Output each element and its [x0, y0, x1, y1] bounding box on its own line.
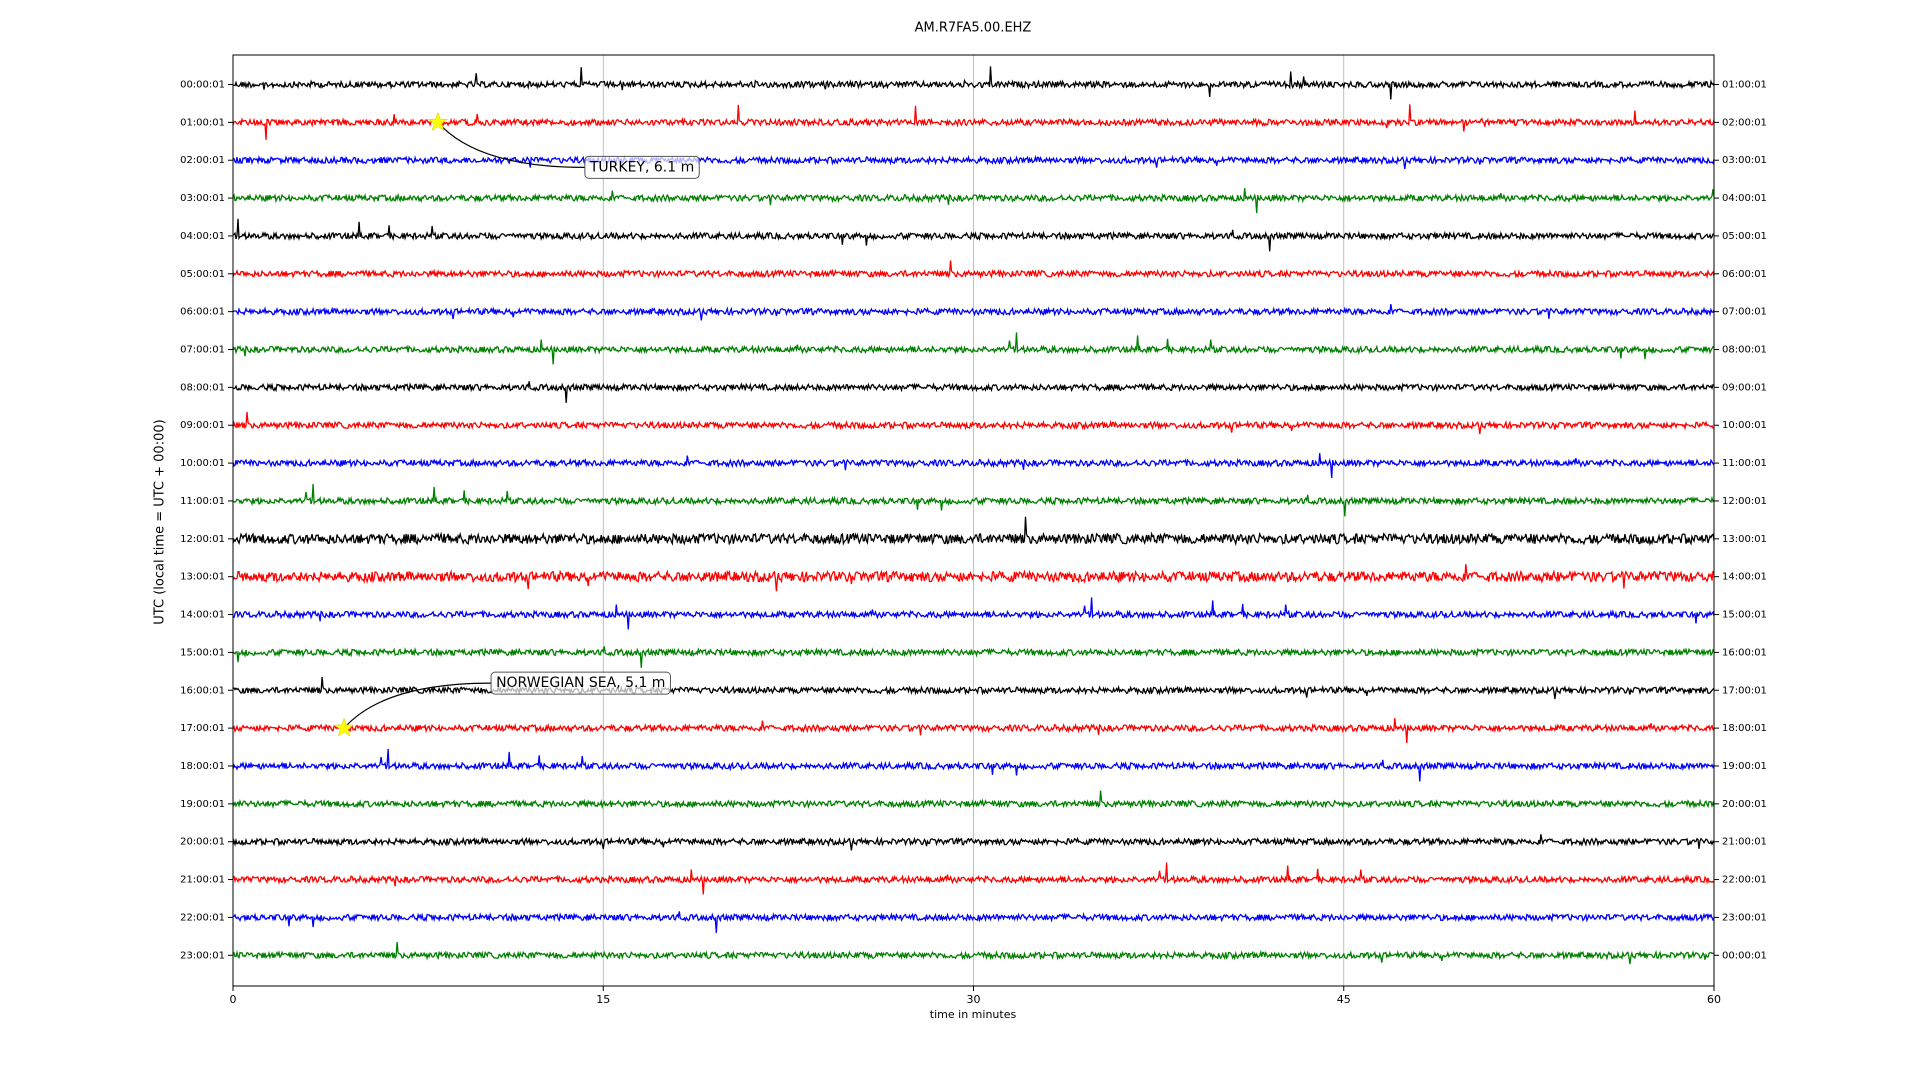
x-tick-label: 0 [230, 993, 237, 1006]
y-tick-label-right: 10:00:01 [1722, 420, 1767, 431]
y-axis-label: UTC (local time = UTC + 00:00) [153, 419, 168, 624]
event-connector [343, 682, 492, 729]
event-star [333, 717, 355, 737]
y-tick-label-right: 06:00:01 [1722, 269, 1767, 280]
y-tick-label-right: 12:00:01 [1722, 496, 1767, 507]
y-tick-label: 02:00:01 [180, 155, 225, 166]
y-tick-label-right: 01:00:01 [1722, 80, 1767, 91]
trace [232, 862, 1715, 895]
trace [232, 676, 1715, 700]
y-tick-label: 08:00:01 [180, 382, 225, 393]
y-tick-label-right: 05:00:01 [1722, 231, 1767, 242]
y-tick-label-right: 22:00:01 [1722, 875, 1767, 886]
trace [232, 790, 1715, 810]
y-tick-label: 10:00:01 [180, 458, 225, 469]
trace [232, 646, 1715, 668]
trace [232, 188, 1715, 214]
trace [232, 332, 1715, 365]
x-tick-label: 60 [1707, 993, 1721, 1006]
y-tick-label: 13:00:01 [180, 572, 225, 583]
trace [232, 911, 1715, 933]
y-tick-label: 16:00:01 [180, 685, 225, 696]
y-tick-label-right: 13:00:01 [1722, 534, 1767, 545]
trace [232, 303, 1715, 321]
y-tick-label: 06:00:01 [180, 307, 225, 318]
y-tick-label: 20:00:01 [180, 837, 225, 848]
y-tick-label-right: 21:00:01 [1722, 837, 1767, 848]
y-tick-label: 01:00:01 [180, 117, 225, 128]
trace [232, 381, 1715, 403]
y-tick-label: 15:00:01 [180, 647, 225, 658]
x-tick-label: 30 [967, 993, 981, 1006]
y-tick-label: 19:00:01 [180, 799, 225, 810]
y-tick-label-right: 18:00:01 [1722, 723, 1767, 734]
trace [233, 218, 1715, 252]
chart-title: AM.R7FA5.00.EHZ [915, 21, 1032, 36]
trace [232, 516, 1715, 547]
y-tick-label-right: 09:00:01 [1722, 382, 1767, 393]
y-tick-label: 03:00:01 [180, 193, 225, 204]
trace [232, 411, 1715, 435]
event-annotation: TURKEY, 6.1 m [584, 155, 700, 179]
y-tick-label-right: 00:00:01 [1722, 950, 1767, 961]
y-tick-label: 12:00:01 [180, 534, 225, 545]
trace [232, 597, 1715, 630]
y-tick-label-right: 17:00:01 [1722, 685, 1767, 696]
y-tick-label: 07:00:01 [180, 345, 225, 356]
event-star [427, 111, 449, 132]
event-connector [437, 121, 585, 168]
y-tick-label-right: 19:00:01 [1722, 761, 1767, 772]
trace [232, 483, 1715, 517]
y-tick-label-right: 02:00:01 [1722, 117, 1767, 128]
y-tick-label-right: 14:00:01 [1722, 572, 1767, 583]
y-tick-label: 11:00:01 [180, 496, 225, 507]
trace [232, 834, 1715, 851]
y-tick-label: 04:00:01 [180, 231, 225, 242]
y-tick-label-right: 11:00:01 [1722, 458, 1767, 469]
x-tick-label: 15 [596, 993, 610, 1006]
y-tick-label: 05:00:01 [180, 269, 225, 280]
y-tick-label-right: 23:00:01 [1722, 912, 1767, 923]
y-tick-label: 09:00:01 [180, 420, 225, 431]
x-tick-label: 45 [1337, 993, 1351, 1006]
trace [232, 748, 1715, 782]
y-tick-label: 17:00:01 [180, 723, 225, 734]
y-tick-label-right: 20:00:01 [1722, 799, 1767, 810]
y-tick-label: 00:00:01 [180, 80, 225, 91]
trace [232, 453, 1715, 479]
y-tick-label-right: 03:00:01 [1722, 155, 1767, 166]
trace [232, 718, 1715, 744]
trace [232, 66, 1715, 100]
event-label-box [584, 155, 700, 179]
y-tick-label-right: 04:00:01 [1722, 193, 1767, 204]
trace [232, 564, 1715, 592]
y-tick-label-right: 16:00:01 [1722, 647, 1767, 658]
event-label-box [490, 671, 671, 695]
event-annotation: NORWEGIAN SEA, 5.1 m [490, 671, 671, 695]
event-label: NORWEGIAN SEA, 5.1 m [496, 675, 665, 691]
y-tick-label-right: 15:00:01 [1722, 610, 1767, 621]
trace [232, 942, 1715, 965]
y-tick-label: 22:00:01 [180, 912, 225, 923]
y-tick-label: 18:00:01 [180, 761, 225, 772]
y-tick-label: 23:00:01 [180, 950, 225, 961]
y-tick-label-right: 08:00:01 [1722, 345, 1767, 356]
trace [232, 154, 1715, 170]
trace [232, 260, 1715, 280]
event-label: TURKEY, 6.1 m [589, 159, 694, 175]
y-tick-label: 21:00:01 [180, 875, 225, 886]
y-tick-label: 14:00:01 [180, 610, 225, 621]
x-axis-label: time in minutes [930, 1008, 1017, 1021]
plot-frame [232, 54, 1715, 987]
y-tick-label-right: 07:00:01 [1722, 307, 1767, 318]
trace [232, 104, 1715, 140]
